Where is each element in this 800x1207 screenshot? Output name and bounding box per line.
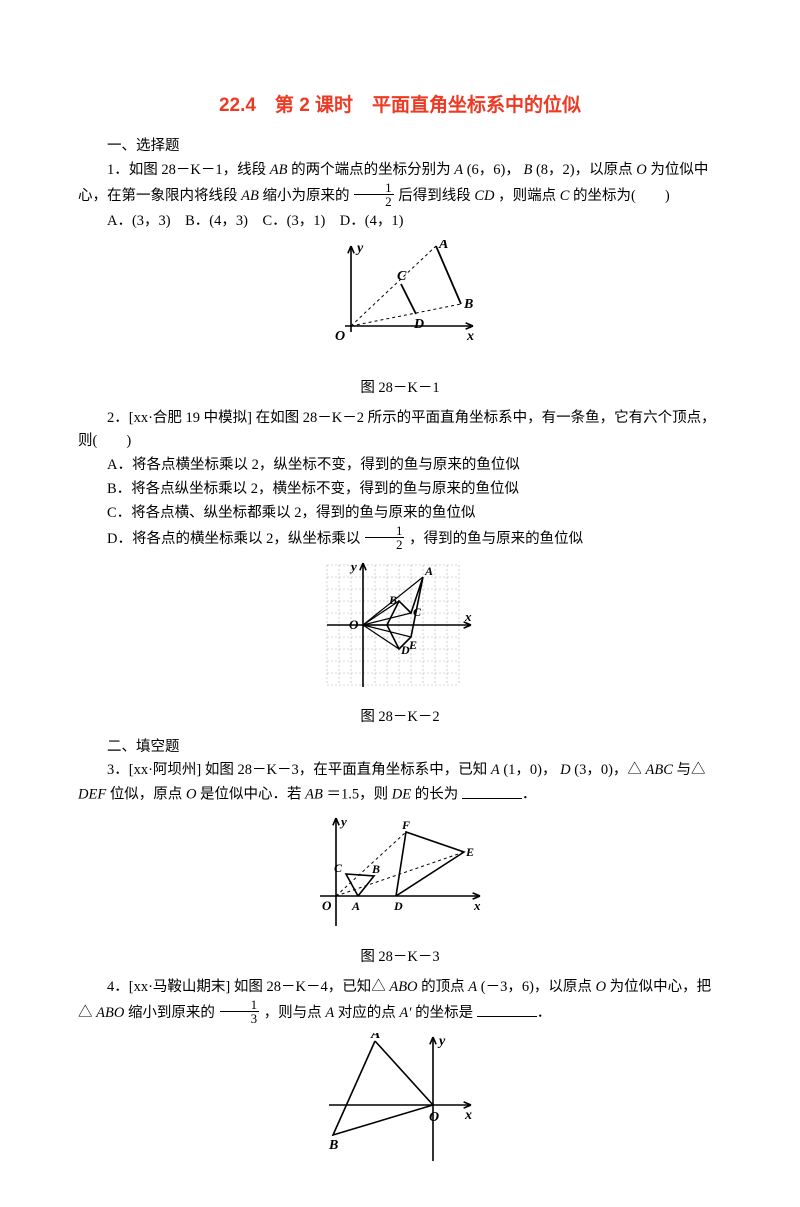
var: ABO — [96, 1005, 124, 1021]
blank — [462, 783, 522, 799]
fraction-half: 12 — [365, 524, 405, 551]
figure-2: OxyACBDE — [325, 559, 475, 691]
svg-text:B: B — [463, 297, 473, 312]
var: ABO — [389, 979, 417, 995]
caption-3: 图 28－K－3 — [78, 946, 722, 970]
text: 缩小到原来的 — [128, 1005, 215, 1021]
svg-text:B: B — [388, 593, 397, 607]
var: O — [636, 162, 646, 178]
svg-text:B: B — [328, 1138, 338, 1153]
svg-text:x: x — [464, 1108, 472, 1123]
text: (6，6)， — [467, 162, 520, 178]
svg-text:x: x — [464, 609, 472, 624]
blank — [477, 1002, 537, 1018]
text: 缩小为原来的 — [262, 188, 349, 204]
text: 的坐标是 — [415, 1005, 473, 1021]
svg-text:F: F — [401, 818, 410, 832]
svg-text:y: y — [339, 814, 347, 829]
svg-text:B: B — [371, 862, 380, 876]
section-1-heading: 一、选择题 — [78, 135, 722, 159]
text: 的坐标为( ) — [573, 188, 670, 204]
var: C — [560, 188, 570, 204]
section-2-heading: 二、填空题 — [78, 736, 722, 760]
svg-text:D: D — [393, 899, 403, 913]
figure-3: Ox y A D B C E F — [316, 814, 484, 932]
svg-text:O: O — [349, 617, 359, 632]
svg-text:A: A — [424, 564, 433, 578]
svg-text:D: D — [413, 317, 424, 332]
text: 4．[xx·马鞍山期末] 如图 28－K－4，已知△ — [107, 979, 386, 995]
option-2d: D．将各点的横坐标乘以 2，纵坐标乘以 12 ，得到的鱼与原来的鱼位似 — [78, 526, 722, 553]
text: 位似，原点 — [110, 787, 183, 803]
text: 的顶点 — [421, 979, 465, 995]
svg-text:E: E — [465, 845, 474, 859]
text: (－3，6)，以原点 — [481, 979, 592, 995]
var: AB — [241, 188, 259, 204]
var: A′ — [399, 1005, 411, 1021]
options-1: A．(3，3) B．(4，3) C．(3，1) D．(4，1) — [78, 210, 722, 234]
option-2b: B．将各点纵坐标乘以 2，横坐标不变，得到的鱼与原来的鱼位似 — [78, 478, 722, 502]
question-3: 3．[xx·阿坝州] 如图 28－K－3，在平面直角坐标系中，已知 A (1，0… — [78, 759, 722, 807]
var: DE — [392, 787, 411, 803]
fraction-third: 13 — [220, 998, 260, 1025]
svg-text:O: O — [335, 329, 345, 344]
svg-text:y: y — [349, 559, 357, 574]
var: A — [468, 979, 477, 995]
question-2: 2．[xx·合肥 19 中模拟] 在如图 28－K－2 所示的平面直角坐标系中，… — [78, 407, 722, 455]
svg-text:O: O — [429, 1110, 439, 1125]
question-1: 1．如图 28－K－1，线段 AB 的两个端点的坐标分别为 A (6，6)， B… — [78, 159, 722, 210]
var: ABC — [646, 762, 673, 778]
caption-1: 图 28－K－1 — [78, 377, 722, 401]
svg-text:C: C — [413, 605, 422, 619]
text: (1，0)， — [503, 762, 556, 778]
svg-text:y: y — [437, 1034, 446, 1049]
svg-text:A: A — [438, 240, 448, 252]
var: D — [560, 762, 570, 778]
var: A — [325, 1005, 334, 1021]
svg-text:O: O — [322, 898, 332, 913]
var: DEF — [78, 787, 106, 803]
svg-text:C: C — [397, 269, 407, 284]
fraction-half: 12 — [354, 181, 394, 208]
text: 对应的点 — [338, 1005, 396, 1021]
var: O — [186, 787, 196, 803]
text: D．将各点的横坐标乘以 2，纵坐标乘以 — [107, 531, 360, 547]
text: 后得到线段 — [398, 188, 471, 204]
figure-4: A B Ox y — [325, 1033, 475, 1165]
svg-text:A: A — [351, 899, 360, 913]
question-4: 4．[xx·马鞍山期末] 如图 28－K－4，已知△ ABO 的顶点 A (－3… — [78, 976, 722, 1027]
page-title: 22.4 第 2 课时 平面直角坐标系中的位似 — [78, 90, 722, 121]
var: A — [454, 162, 463, 178]
text: ＝1.5，则 — [327, 787, 389, 803]
text: (3，0)，△ — [574, 762, 642, 778]
text: 是位似中心．若 — [200, 787, 302, 803]
svg-text:x: x — [466, 329, 474, 344]
text: 与△ — [677, 762, 706, 778]
svg-text:A: A — [370, 1033, 380, 1042]
caption-2: 图 28－K－2 — [78, 706, 722, 730]
text: ，则端点 — [498, 188, 556, 204]
figure-1: A B C D Ox y — [321, 240, 479, 362]
text: 的两个端点的坐标分别为 — [291, 162, 451, 178]
text: 1．如图 28－K－1，线段 — [107, 162, 266, 178]
text: 的长为 — [415, 787, 459, 803]
var: A — [491, 762, 500, 778]
text: ，则与点 — [264, 1005, 322, 1021]
text: 3．[xx·阿坝州] 如图 28－K－3，在平面直角坐标系中，已知 — [107, 762, 487, 778]
svg-text:C: C — [334, 861, 343, 875]
svg-text:y: y — [355, 241, 364, 256]
text: ，得到的鱼与原来的鱼位似 — [409, 531, 583, 547]
option-2a: A．将各点横坐标乘以 2，纵坐标不变，得到的鱼与原来的鱼位似 — [78, 454, 722, 478]
text: (8，2)，以原点 — [536, 162, 633, 178]
var: AB — [270, 162, 288, 178]
var: AB — [305, 787, 323, 803]
var: CD — [474, 188, 494, 204]
var: O — [596, 979, 606, 995]
svg-text:E: E — [408, 638, 417, 652]
var: B — [523, 162, 532, 178]
svg-text:x: x — [473, 898, 481, 913]
